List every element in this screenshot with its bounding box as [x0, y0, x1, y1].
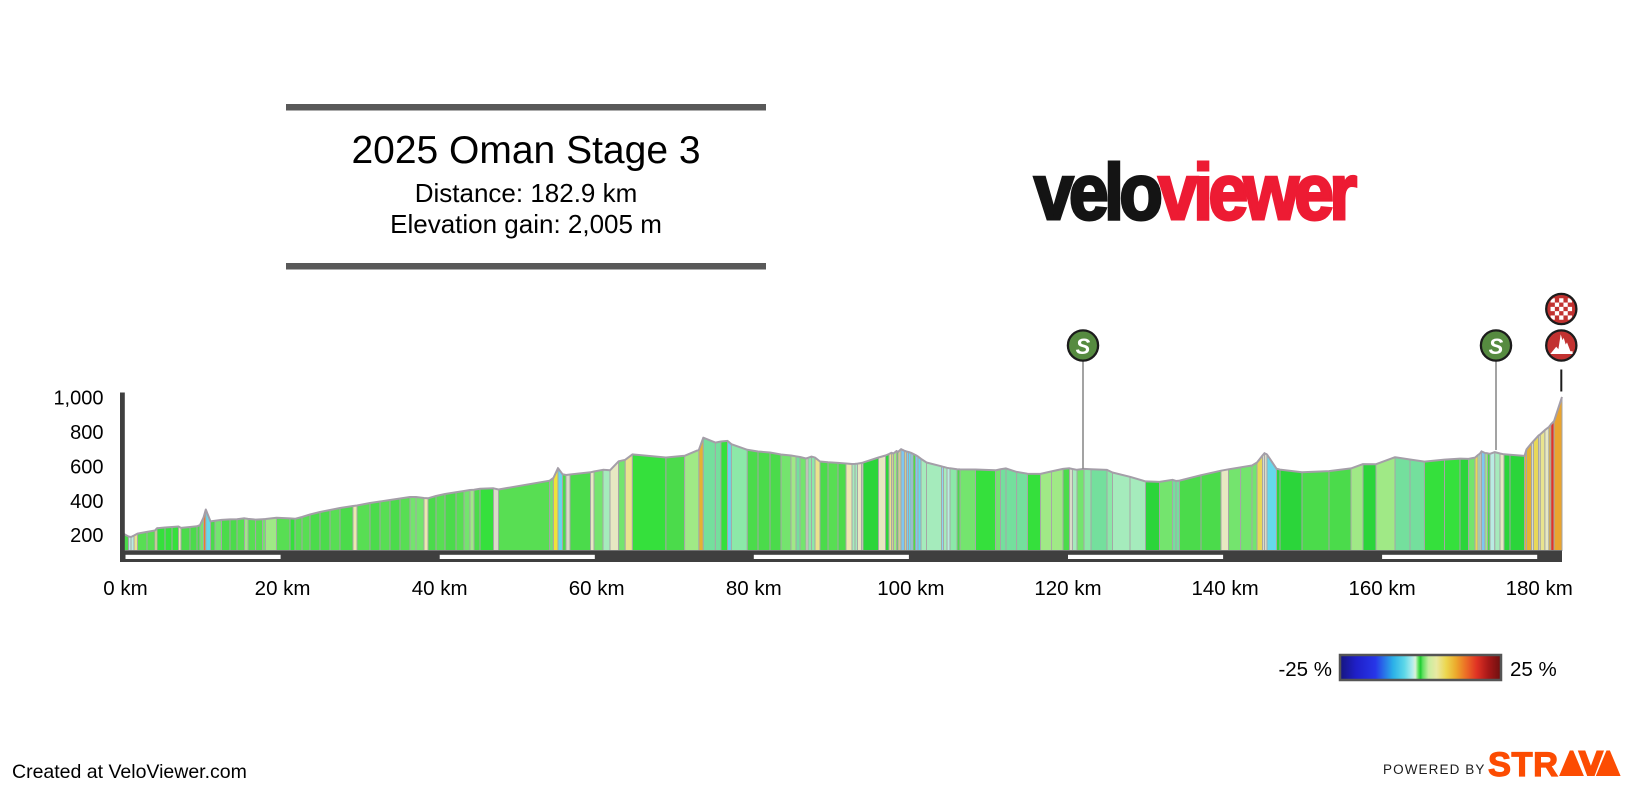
svg-text:160 km: 160 km: [1348, 577, 1415, 600]
svg-text:140 km: 140 km: [1191, 577, 1258, 600]
svg-text:Created at VeloViewer.com: Created at VeloViewer.com: [12, 761, 247, 783]
svg-text:POWERED BY: POWERED BY: [1383, 762, 1486, 777]
svg-text:S: S: [1489, 334, 1504, 359]
svg-text:600: 600: [70, 456, 103, 478]
svg-text:20 km: 20 km: [255, 577, 311, 600]
svg-text:60 km: 60 km: [569, 577, 625, 600]
svg-text:Elevation gain: 2,005 m: Elevation gain: 2,005 m: [390, 209, 662, 239]
svg-text:-25 %: -25 %: [1278, 658, 1332, 681]
svg-text:S: S: [1076, 334, 1091, 359]
svg-text:800: 800: [70, 422, 103, 444]
svg-text:180 km: 180 km: [1506, 577, 1573, 600]
svg-text:Distance: 182.9 km: Distance: 182.9 km: [415, 178, 638, 208]
svg-text:120 km: 120 km: [1034, 577, 1101, 600]
svg-text:40 km: 40 km: [412, 577, 468, 600]
svg-text:2025 Oman Stage 3: 2025 Oman Stage 3: [351, 129, 700, 172]
svg-text:25 %: 25 %: [1510, 658, 1557, 681]
svg-text:100 km: 100 km: [877, 577, 944, 600]
svg-text:veloviewer: veloviewer: [1034, 148, 1357, 236]
svg-text:0 km: 0 km: [103, 577, 147, 600]
svg-text:200: 200: [70, 525, 103, 547]
svg-text:1,000: 1,000: [53, 388, 103, 410]
svg-text:400: 400: [70, 491, 103, 513]
svg-text:STR: STR: [1488, 746, 1559, 784]
svg-text:80 km: 80 km: [726, 577, 782, 600]
